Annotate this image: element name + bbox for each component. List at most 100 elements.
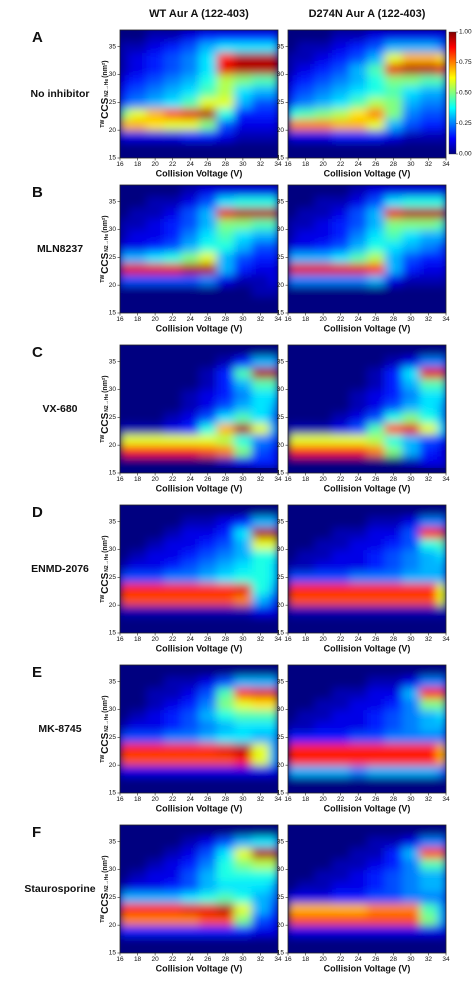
heatmap-cell xyxy=(163,296,182,308)
heatmap-cell xyxy=(384,825,403,837)
inhibitor-name: No inhibitor xyxy=(31,88,90,100)
heatmap-cell xyxy=(296,914,315,926)
heatmap-panel: 16 18 20 22 24 26 28 30 32 341520253035Collision … xyxy=(277,184,450,333)
heatmap-cell xyxy=(349,869,368,882)
heatmap-cell xyxy=(349,218,368,231)
heatmap-cell xyxy=(269,825,278,837)
heatmap-cell xyxy=(269,720,278,733)
heatmap-cell xyxy=(120,218,130,231)
heatmap-cell xyxy=(349,107,368,120)
heatmap-cell xyxy=(199,229,218,242)
heatmap-cell xyxy=(120,445,130,457)
heatmap-cell xyxy=(384,605,403,617)
heatmap-cell xyxy=(402,296,421,308)
heatmap-cell xyxy=(331,742,350,755)
heatmap-cell xyxy=(384,731,403,744)
heatmap-cell xyxy=(199,825,218,837)
heatmap-cell xyxy=(120,709,130,722)
heatmap-cell xyxy=(296,776,315,788)
heatmap-cell xyxy=(120,422,130,435)
heatmap-body xyxy=(120,345,278,473)
heatmap-cell xyxy=(199,676,218,688)
heatmap-cell xyxy=(437,262,446,275)
heatmap-cell xyxy=(216,709,235,722)
heatmap-cell xyxy=(251,63,270,76)
heatmap-cell xyxy=(251,400,270,413)
heatmap-cell xyxy=(331,582,350,595)
heatmap-cell xyxy=(349,378,368,391)
heatmap-cell xyxy=(199,285,218,297)
heatmap-cell xyxy=(128,378,147,391)
heatmap-cell xyxy=(349,389,368,402)
heatmap-cell xyxy=(163,742,182,755)
heatmap-cell xyxy=(234,240,253,253)
heatmap-cell xyxy=(314,30,333,42)
colorbar-label: 1.00 xyxy=(459,29,472,36)
heatmap-cell xyxy=(384,356,403,368)
heatmap-cell xyxy=(419,207,438,219)
heatmap-cell xyxy=(349,296,368,308)
heatmap-cell xyxy=(314,240,333,253)
heatmap-cell xyxy=(384,30,403,42)
heatmap-cell xyxy=(128,445,147,457)
heatmap-cell xyxy=(199,52,218,64)
y-tick-label: 30 xyxy=(277,226,285,233)
heatmap-cell xyxy=(146,52,165,64)
heatmap-cell xyxy=(251,456,270,468)
heatmap-cell xyxy=(216,141,235,153)
heatmap-cell xyxy=(419,378,438,391)
heatmap-cell xyxy=(402,422,421,435)
heatmap-cell xyxy=(331,96,350,109)
heatmap-cell xyxy=(437,229,446,242)
heatmap-cell xyxy=(402,698,421,711)
heatmap-cell xyxy=(199,571,218,584)
heatmap-cell xyxy=(288,52,298,64)
heatmap-cell xyxy=(296,571,315,584)
heatmap-cell xyxy=(384,141,403,153)
heatmap-cell xyxy=(402,891,421,904)
heatmap-cell xyxy=(367,936,386,948)
heatmap-cell xyxy=(314,720,333,733)
heatmap-cell xyxy=(128,754,147,766)
heatmap-cell xyxy=(216,411,235,424)
heatmap-cell xyxy=(288,676,298,688)
heatmap-cell xyxy=(331,676,350,688)
y-tick-label: 15 xyxy=(109,790,117,797)
heatmap-cell xyxy=(367,754,386,766)
heatmap-cell xyxy=(120,527,130,539)
heatmap-cell xyxy=(384,218,403,231)
heatmap-cell xyxy=(128,389,147,402)
heatmap-cell xyxy=(146,218,165,231)
heatmap-cell xyxy=(367,549,386,562)
x-tick-label: 32 xyxy=(425,956,433,963)
heatmap-cell xyxy=(331,687,350,699)
x-tick-label: 32 xyxy=(425,636,433,643)
heatmap-cell xyxy=(384,185,403,197)
heatmap-cell xyxy=(331,720,350,733)
y-tick-label: 20 xyxy=(277,127,285,134)
heatmap-cell xyxy=(296,456,315,468)
heatmap-cell xyxy=(437,776,446,788)
x-tick-label: 16 xyxy=(284,636,292,643)
heatmap-cell xyxy=(128,836,147,848)
heatmap-panel: 16 18 20 22 24 26 28 30 32 341520253035Collision … xyxy=(277,504,450,653)
heatmap-cell xyxy=(146,240,165,253)
heatmap-cell xyxy=(146,229,165,242)
heatmap-cell xyxy=(199,776,218,788)
heatmap-cell xyxy=(314,262,333,275)
heatmap-cell xyxy=(331,505,350,517)
heatmap-cell xyxy=(269,902,278,915)
heatmap-cell xyxy=(269,687,278,699)
heatmap-cell xyxy=(128,765,147,777)
heatmap-cell xyxy=(384,776,403,788)
heatmap-cell xyxy=(349,345,368,357)
heatmap-cell xyxy=(349,367,368,379)
heatmap-cell xyxy=(269,836,278,848)
heatmap-cell xyxy=(146,709,165,722)
heatmap-cell xyxy=(288,698,298,711)
heatmap-cell xyxy=(314,274,333,286)
heatmap-cell xyxy=(120,847,130,859)
heatmap-cell xyxy=(199,130,218,142)
heatmap-cell xyxy=(120,456,130,468)
heatmap-cell xyxy=(120,52,130,64)
